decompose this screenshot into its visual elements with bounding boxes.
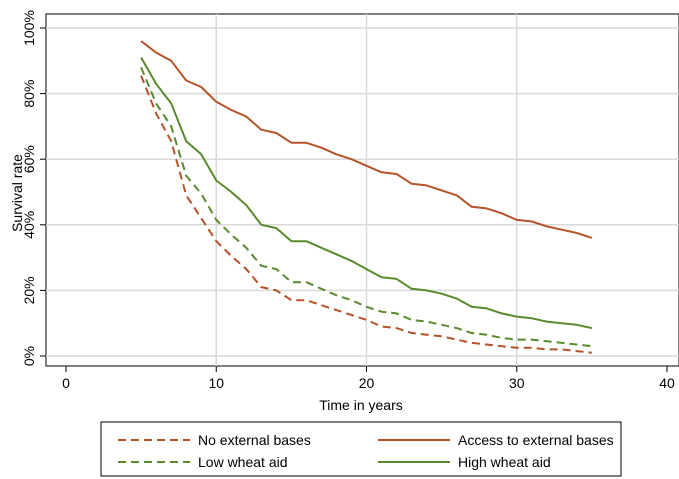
legend-box bbox=[100, 421, 622, 477]
y-tick-label: 100% bbox=[21, 10, 37, 46]
x-tick-label: 30 bbox=[509, 375, 525, 391]
y-tick-label: 60% bbox=[21, 145, 37, 173]
series-line-low-wheat-aid bbox=[140, 67, 593, 348]
legend: No external bases Access to external base… bbox=[100, 421, 622, 477]
series-line-high-wheat-aid bbox=[140, 57, 593, 330]
legend-label: No external bases bbox=[198, 432, 311, 448]
x-tick-label: 0 bbox=[62, 375, 70, 391]
legend-label: High wheat aid bbox=[458, 454, 551, 470]
axes: 0% 20% 40% 60% 80% 100% 0 10 20 30 40 bbox=[21, 10, 675, 391]
y-tick-label: 0% bbox=[21, 346, 37, 366]
series-lines bbox=[140, 40, 593, 354]
y-axis-title: Survival rate bbox=[9, 154, 25, 232]
series-line-no-external-bases bbox=[140, 75, 593, 354]
x-tick-label: 10 bbox=[208, 375, 224, 391]
legend-label: Low wheat aid bbox=[198, 454, 288, 470]
plot-area bbox=[45, 13, 679, 367]
x-tick-label: 20 bbox=[359, 375, 375, 391]
x-axis-title: Time in years bbox=[319, 397, 403, 413]
y-tick-label: 20% bbox=[21, 276, 37, 304]
y-tick-label: 40% bbox=[21, 211, 37, 239]
series-line-access-to-external-bases bbox=[140, 40, 593, 239]
y-tick-label: 80% bbox=[21, 80, 37, 108]
x-tick-label: 40 bbox=[659, 375, 675, 391]
legend-label: Access to external bases bbox=[458, 432, 614, 448]
